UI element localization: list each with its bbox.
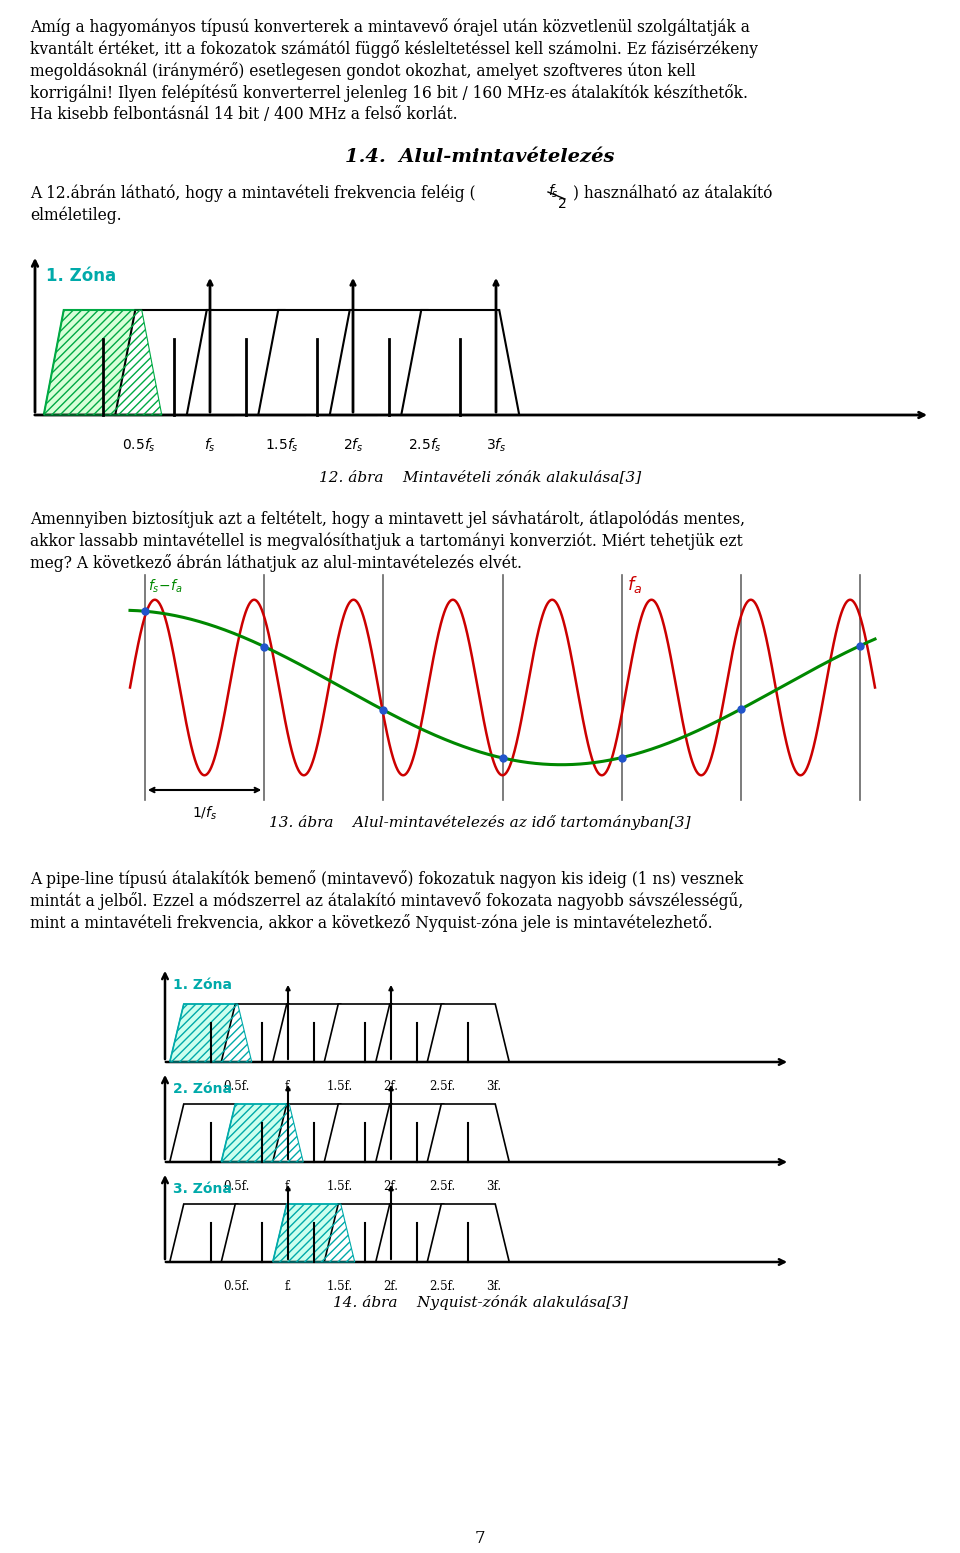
Polygon shape — [170, 1104, 252, 1162]
Text: mint a mintavételi frekvencia, akkor a következő Nyquist-zóna jele is mintavétel: mint a mintavételi frekvencia, akkor a k… — [30, 915, 712, 932]
Text: 12. ábra    Mintavételi zónák alakulása[3]: 12. ábra Mintavételi zónák alakulása[3] — [319, 471, 641, 485]
Text: 3. Zóna: 3. Zóna — [173, 1182, 232, 1196]
Text: f.: f. — [284, 1180, 292, 1193]
Text: 1.5f.: 1.5f. — [326, 1079, 352, 1093]
Text: 2.5f.: 2.5f. — [429, 1180, 456, 1193]
Text: 14. ábra    Nyquist-zónák alakulása[3]: 14. ábra Nyquist-zónák alakulása[3] — [332, 1295, 628, 1311]
Text: kvantált értéket, itt a fokozatok számától függő késleltetéssel kell számolni. E: kvantált értéket, itt a fokozatok számát… — [30, 40, 758, 57]
Text: 1.4.  Alul-mintavételezés: 1.4. Alul-mintavételezés — [346, 148, 614, 166]
Text: $2f_s$: $2f_s$ — [343, 436, 363, 455]
Polygon shape — [329, 311, 447, 415]
Polygon shape — [427, 1204, 509, 1263]
Text: $1.5f_s$: $1.5f_s$ — [265, 436, 299, 455]
Polygon shape — [375, 1003, 458, 1062]
Text: 3f.: 3f. — [487, 1280, 501, 1294]
Text: 3f.: 3f. — [487, 1079, 501, 1093]
Text: 2. Zóna: 2. Zóna — [173, 1082, 232, 1096]
Polygon shape — [324, 1003, 406, 1062]
Text: 0.5f.: 0.5f. — [224, 1079, 250, 1093]
Text: Amíg a hagyományos típusú konverterek a mintavevő órajel után közvetlenül szolgá: Amíg a hagyományos típusú konverterek a … — [30, 19, 750, 36]
Text: 1. Zóna: 1. Zóna — [46, 267, 116, 286]
Text: 7: 7 — [474, 1530, 486, 1547]
Polygon shape — [427, 1104, 509, 1162]
Polygon shape — [221, 1204, 303, 1263]
Text: 3f.: 3f. — [487, 1180, 501, 1193]
Polygon shape — [115, 311, 233, 415]
Text: mintát a jelből. Ezzel a módszerrel az átalakító mintavevő fokozata nagyobb sávs: mintát a jelből. Ezzel a módszerrel az á… — [30, 891, 743, 910]
Polygon shape — [324, 1104, 406, 1162]
Polygon shape — [258, 311, 376, 415]
Polygon shape — [401, 311, 519, 415]
Text: A 12.ábrán látható, hogy a mintavételi frekvencia feléig (: A 12.ábrán látható, hogy a mintavételi f… — [30, 185, 475, 202]
Text: f.: f. — [284, 1280, 292, 1294]
Text: f.: f. — [284, 1079, 292, 1093]
Text: $f_s$: $f_s$ — [204, 436, 216, 455]
Polygon shape — [273, 1104, 355, 1162]
Polygon shape — [170, 1204, 252, 1263]
Text: 1.5f.: 1.5f. — [326, 1280, 352, 1294]
Polygon shape — [427, 1003, 509, 1062]
Polygon shape — [187, 311, 304, 415]
Text: 2.5f.: 2.5f. — [429, 1079, 456, 1093]
Text: $f_s\!-\!f_a$: $f_s\!-\!f_a$ — [148, 578, 183, 595]
Polygon shape — [375, 1104, 458, 1162]
Text: 1.5f.: 1.5f. — [326, 1180, 352, 1193]
Polygon shape — [324, 1204, 406, 1263]
Polygon shape — [170, 1003, 252, 1062]
Text: 2.5f.: 2.5f. — [429, 1280, 456, 1294]
Text: megoldásoknál (iránymérő) esetlegesen gondot okozhat, amelyet szoftveres úton ke: megoldásoknál (iránymérő) esetlegesen go… — [30, 62, 696, 81]
Text: A pipe-line típusú átalakítók bemenő (mintavevő) fokozatuk nagyon kis ideig (1 n: A pipe-line típusú átalakítók bemenő (mi… — [30, 870, 743, 888]
Text: $3f_s$: $3f_s$ — [486, 436, 506, 455]
Text: meg? A következő ábrán láthatjuk az alul-mintavételezés elvét.: meg? A következő ábrán láthatjuk az alul… — [30, 554, 522, 572]
Text: 13. ábra    Alul-mintavételezés az idő tartományban[3]: 13. ábra Alul-mintavételezés az idő tart… — [269, 815, 691, 829]
Text: 2f.: 2f. — [383, 1180, 398, 1193]
Polygon shape — [221, 1104, 303, 1162]
Polygon shape — [221, 1003, 303, 1062]
Text: korrigálni! Ilyen felépítésű konverterrel jelenleg 16 bit / 160 MHz-es átalakító: korrigálni! Ilyen felépítésű konverterre… — [30, 84, 748, 102]
Text: 2f.: 2f. — [383, 1280, 398, 1294]
Text: ) használható az átalakító: ) használható az átalakító — [573, 185, 773, 202]
Text: Ha kisebb felbontásnál 14 bit / 400 MHz a felső korlát.: Ha kisebb felbontásnál 14 bit / 400 MHz … — [30, 106, 458, 123]
Text: 2f.: 2f. — [383, 1079, 398, 1093]
Text: 1. Zóna: 1. Zóna — [173, 978, 232, 992]
Text: $0.5f_s$: $0.5f_s$ — [122, 436, 156, 455]
Text: 0.5f.: 0.5f. — [224, 1180, 250, 1193]
Polygon shape — [273, 1003, 355, 1062]
Text: $f_a$: $f_a$ — [627, 575, 642, 595]
Text: $2.5f_s$: $2.5f_s$ — [408, 436, 442, 455]
Text: $f_{\!s}$: $f_{\!s}$ — [548, 183, 558, 200]
Text: 0.5f.: 0.5f. — [224, 1280, 250, 1294]
Polygon shape — [375, 1204, 458, 1263]
Polygon shape — [273, 1204, 355, 1263]
Polygon shape — [44, 311, 161, 415]
Text: elméletileg.: elméletileg. — [30, 207, 122, 225]
Text: $2$: $2$ — [557, 197, 566, 211]
Text: akkor lassabb mintavétellel is megvalósíthatjuk a tartományi konverziót. Miért t: akkor lassabb mintavétellel is megvalósí… — [30, 533, 743, 550]
Text: $1/f_s$: $1/f_s$ — [192, 804, 217, 823]
Text: Amennyiben biztosítjuk azt a feltételt, hogy a mintavett jel sávhatárolt, átlapo: Amennyiben biztosítjuk azt a feltételt, … — [30, 509, 745, 528]
